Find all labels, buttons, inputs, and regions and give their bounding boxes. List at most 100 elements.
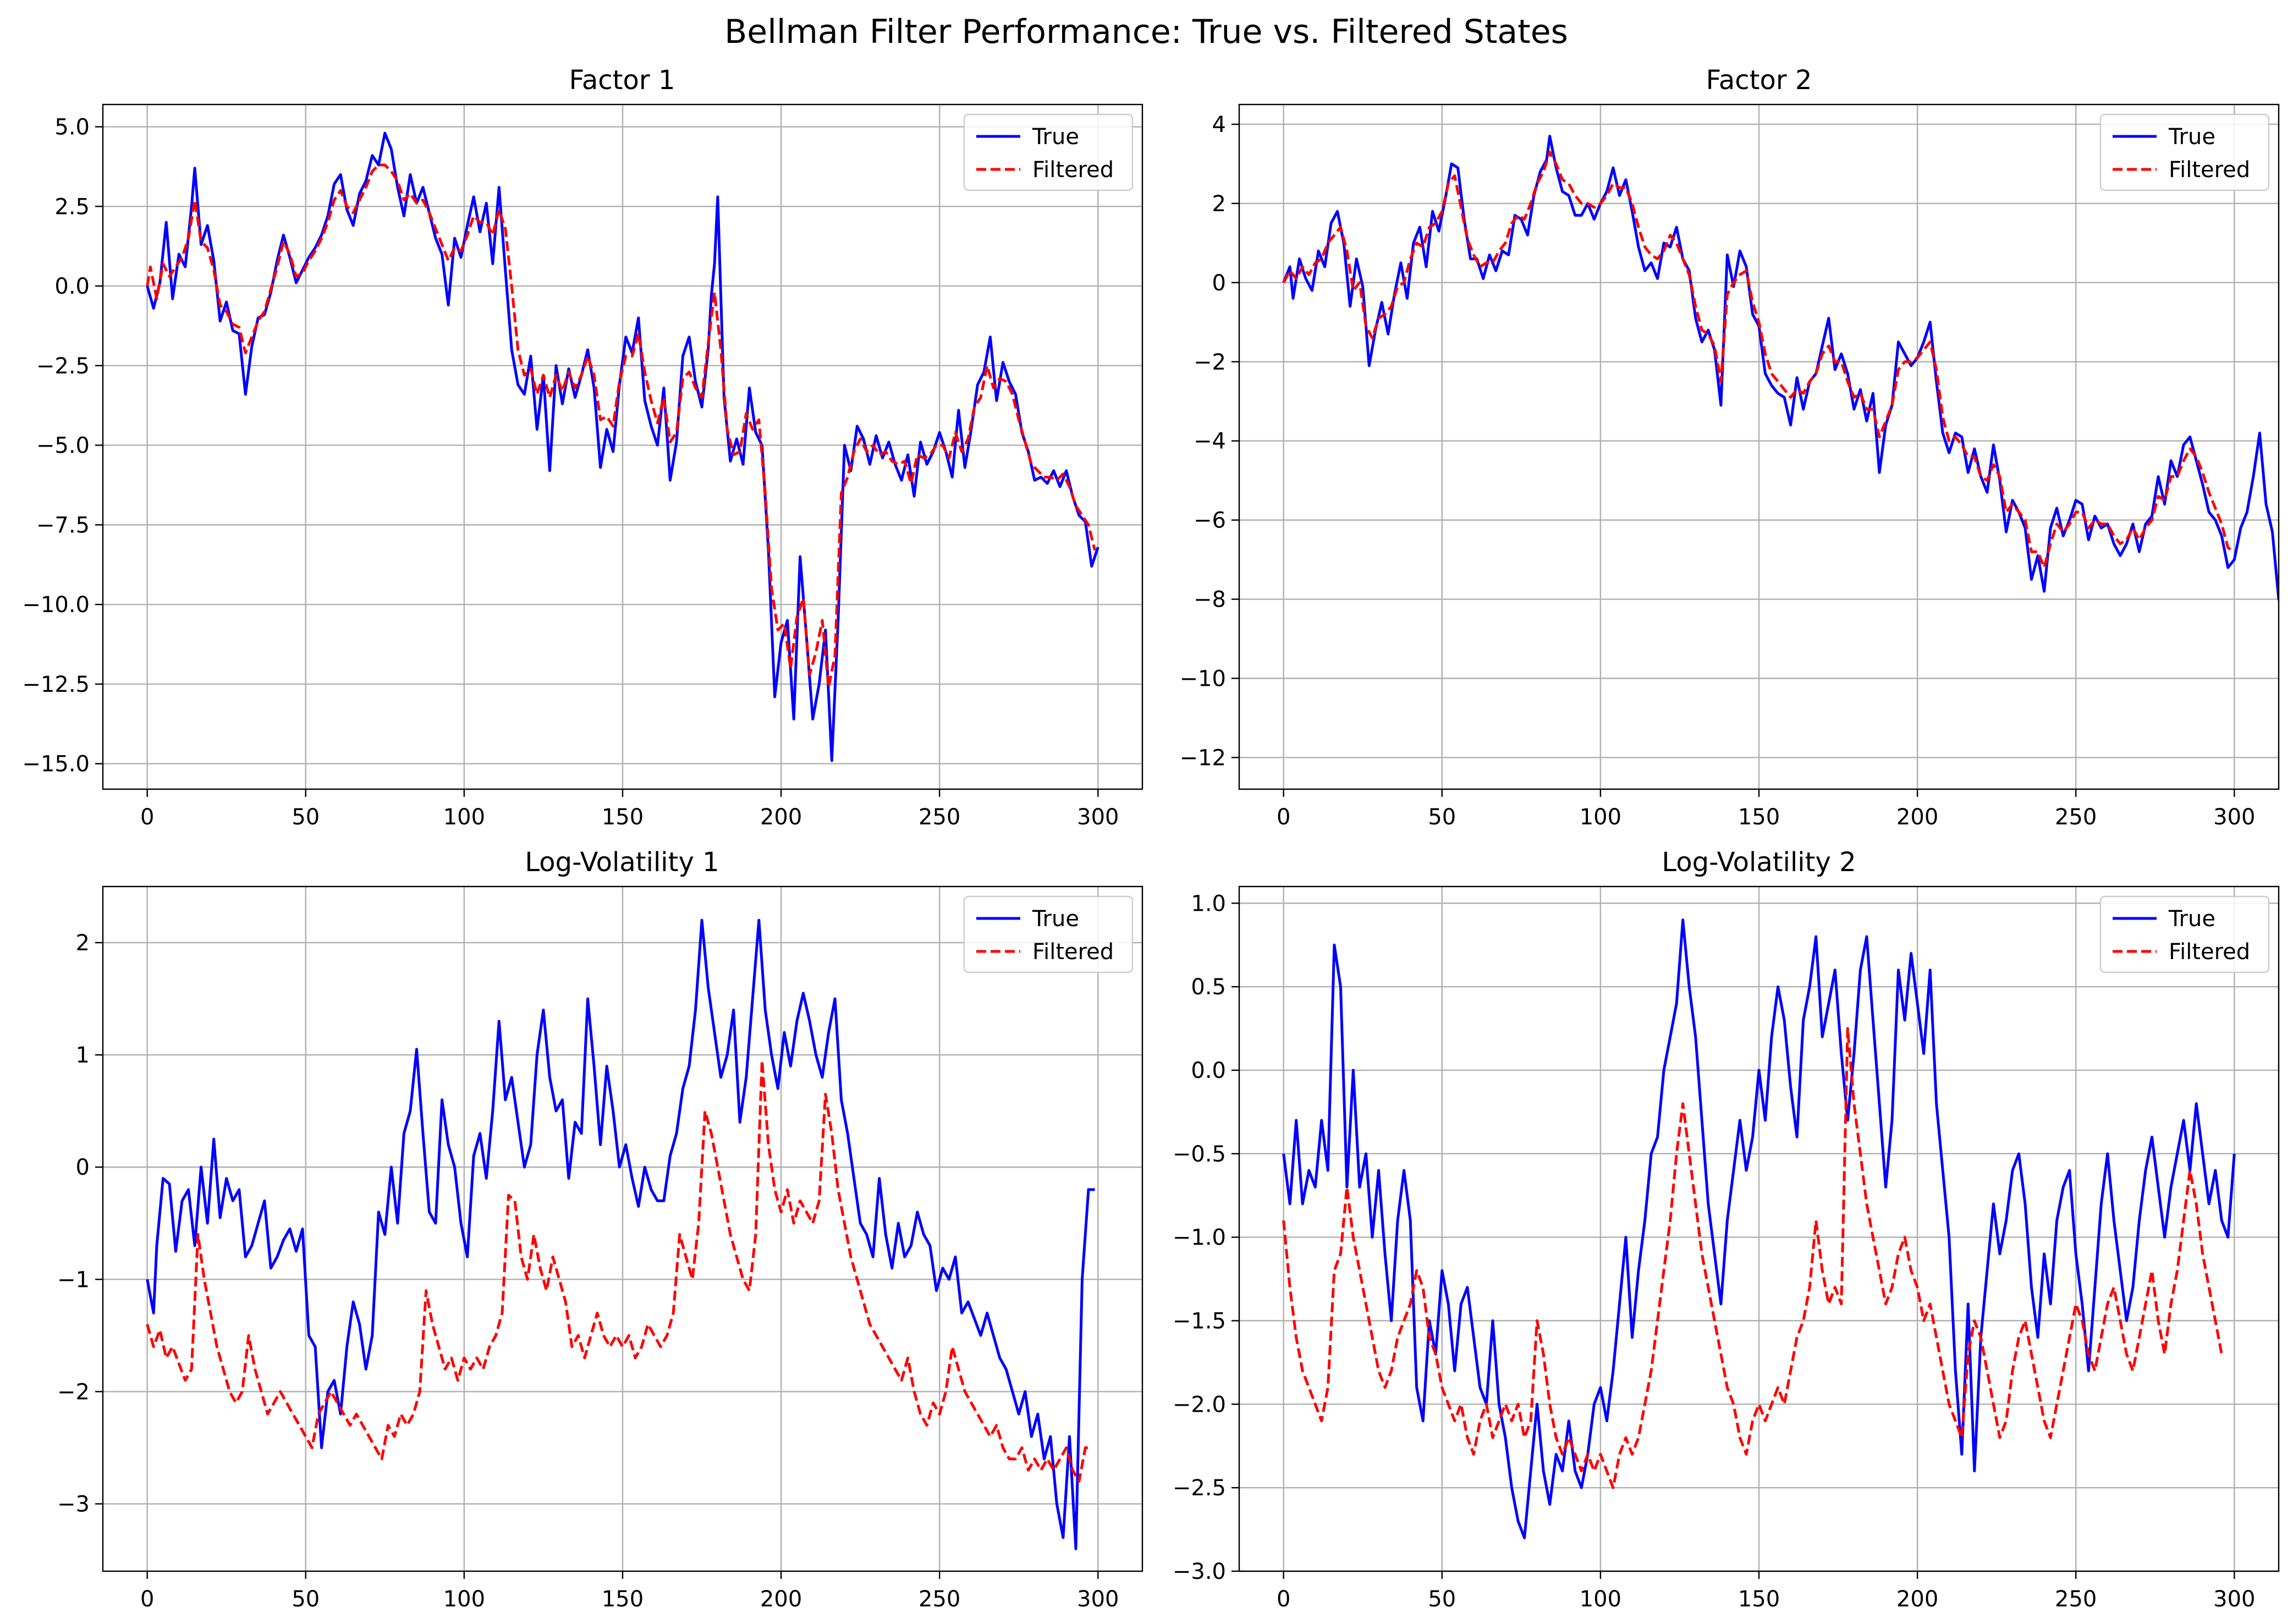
x-tick-label: 0 bbox=[140, 1587, 154, 1612]
x-tick-label: 250 bbox=[919, 1587, 960, 1612]
panel-title: Log-Volatility 2 bbox=[1662, 847, 1856, 878]
panel-factor-2: Factor 2 0 50 100 150 200 250 300 −12 −10 −8 −6 −4 −… bbox=[1180, 65, 2280, 830]
y-tick-label: −1 bbox=[57, 1267, 90, 1292]
x-tick-label: 100 bbox=[1580, 805, 1621, 830]
y-tick-label: −7.5 bbox=[36, 513, 90, 538]
y-tick-label: −12 bbox=[1180, 745, 1226, 770]
x-tick-label: 250 bbox=[2055, 1587, 2097, 1612]
x-tick-label: 300 bbox=[1077, 805, 1119, 830]
legend-label-filtered: Filtered bbox=[1032, 939, 1114, 965]
x-tick-label: 0 bbox=[1277, 805, 1290, 830]
series-line-filtered bbox=[146, 1059, 1092, 1483]
y-tick-label: 2.5 bbox=[54, 194, 90, 219]
y-tick-label: −0.5 bbox=[1173, 1142, 1226, 1167]
y-tick-label: −2 bbox=[1194, 350, 1226, 375]
x-tick-label: 100 bbox=[443, 1587, 485, 1612]
legend-box bbox=[963, 113, 1134, 191]
panel-log-volatility-1: Log-Volatility 1 0 50 100 150 200 250 300 −3 −2 −… bbox=[57, 847, 1143, 1612]
x-tick-label: 100 bbox=[1580, 1587, 1621, 1612]
legend: True Filtered bbox=[963, 113, 1134, 191]
y-tick-label: −5.0 bbox=[36, 433, 90, 459]
y-tick-label: −3.0 bbox=[1173, 1559, 1226, 1584]
x-tick-label: 150 bbox=[602, 805, 644, 830]
legend: True Filtered bbox=[2099, 113, 2270, 191]
y-tick-label: −1.0 bbox=[1173, 1225, 1226, 1251]
legend: True Filtered bbox=[2099, 895, 2270, 973]
x-tick-label: 0 bbox=[140, 805, 154, 830]
legend-label-filtered: Filtered bbox=[2169, 939, 2250, 965]
y-tick-label: −15.0 bbox=[22, 752, 90, 777]
y-tick-label: 2 bbox=[1212, 191, 1226, 217]
grid bbox=[1239, 104, 2279, 789]
legend-label-true: True bbox=[1032, 124, 1079, 150]
y-tick-label: −10.0 bbox=[22, 592, 90, 618]
y-tick-label: −12.5 bbox=[22, 672, 90, 697]
x-tick-label: 300 bbox=[2213, 805, 2255, 830]
y-tick-label: 0.5 bbox=[1191, 975, 1226, 1000]
legend-label-filtered: Filtered bbox=[2169, 157, 2250, 183]
x-tick-label: 250 bbox=[919, 805, 960, 830]
legend-box bbox=[2099, 113, 2270, 191]
plot-area bbox=[146, 131, 1099, 762]
series-line-true bbox=[146, 918, 1095, 1550]
panel-title: Log-Volatility 1 bbox=[525, 847, 719, 878]
legend-label-true: True bbox=[1032, 906, 1079, 932]
y-tick-label: 0.0 bbox=[54, 274, 90, 299]
x-tick-label: 150 bbox=[1738, 1587, 1780, 1612]
y-tick-label: 4 bbox=[1212, 112, 1226, 137]
x-tick-label: 150 bbox=[602, 1587, 644, 1612]
y-tick-label: −3 bbox=[57, 1492, 90, 1517]
y-tick-label: 1 bbox=[76, 1043, 90, 1068]
y-tick-label: 5.0 bbox=[54, 115, 90, 140]
legend-box bbox=[963, 895, 1134, 973]
y-tick-label: 1.0 bbox=[1191, 891, 1226, 916]
y-tick-label: −6 bbox=[1194, 508, 1226, 533]
legend-label-true: True bbox=[2168, 124, 2215, 150]
x-tick-label: 200 bbox=[1896, 1587, 1938, 1612]
x-tick-label: 0 bbox=[1277, 1587, 1290, 1612]
x-tick-label: 200 bbox=[760, 805, 802, 830]
y-tick-label: −10 bbox=[1180, 666, 1226, 691]
x-tick-label: 300 bbox=[1077, 1587, 1119, 1612]
y-tick-label: −2 bbox=[57, 1379, 90, 1405]
series-line-true bbox=[1282, 918, 2236, 1539]
legend-label-filtered: Filtered bbox=[1032, 157, 1114, 183]
x-tick-label: 50 bbox=[292, 805, 320, 830]
y-tick-label: 0.0 bbox=[1191, 1058, 1226, 1083]
series-line-filtered bbox=[1282, 1027, 2223, 1489]
x-tick-label: 100 bbox=[443, 805, 485, 830]
x-tick-label: 150 bbox=[1738, 805, 1780, 830]
x-tick-label: 50 bbox=[1428, 1587, 1456, 1612]
series-line-true bbox=[146, 131, 1099, 762]
y-tick-label: −1.5 bbox=[1173, 1309, 1226, 1334]
legend-label-true: True bbox=[2168, 906, 2215, 932]
y-tick-label: 2 bbox=[76, 931, 90, 956]
panel-title: Factor 2 bbox=[1706, 65, 1812, 96]
x-tick-label: 200 bbox=[1896, 805, 1938, 830]
y-tick-label: −4 bbox=[1194, 429, 1226, 454]
panel-log-volatility-2: Log-Volatility 2 0 50 100 150 200 250 300 −3.0 −… bbox=[1173, 847, 2280, 1612]
plot-area bbox=[1282, 135, 2279, 602]
x-tick-label: 50 bbox=[292, 1587, 320, 1612]
y-tick-label: −2.5 bbox=[1173, 1476, 1226, 1501]
panel-title: Factor 1 bbox=[569, 65, 675, 96]
figure-title: Bellman Filter Performance: True vs. Fil… bbox=[724, 13, 1568, 51]
y-tick-label: −8 bbox=[1194, 587, 1226, 613]
x-tick-label: 50 bbox=[1428, 805, 1456, 830]
y-tick-label: −2.5 bbox=[36, 354, 90, 379]
plot-area bbox=[1282, 918, 2236, 1539]
x-tick-label: 200 bbox=[760, 1587, 802, 1612]
y-tick-label: 0 bbox=[76, 1155, 90, 1180]
x-tick-label: 300 bbox=[2213, 1587, 2255, 1612]
x-tick-label: 250 bbox=[2055, 805, 2097, 830]
series-line-filtered bbox=[1282, 150, 2235, 569]
plot-area bbox=[146, 918, 1095, 1550]
panel-factor-1: Factor 1 0 50 100 150 200 250 300 −15.0 −12.5 −10… bbox=[22, 65, 1143, 830]
legend: True Filtered bbox=[963, 895, 1134, 973]
series-line-true bbox=[1282, 135, 2279, 602]
y-tick-label: −2.0 bbox=[1173, 1392, 1226, 1417]
legend-box bbox=[2099, 895, 2270, 973]
y-tick-label: 0 bbox=[1212, 271, 1226, 296]
